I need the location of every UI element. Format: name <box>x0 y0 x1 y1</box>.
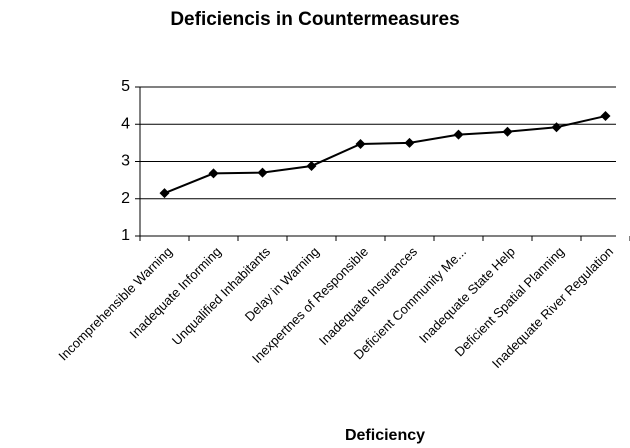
x-axis-label: Deficiency <box>345 427 425 444</box>
marker <box>600 111 611 122</box>
y-tick-label: 2 <box>121 190 130 207</box>
y-tick-label: 5 <box>121 78 130 95</box>
y-tick-label: 4 <box>121 115 130 132</box>
x-tick-label: Inadequate Informing <box>127 244 224 341</box>
marker <box>404 137 415 148</box>
chart-title: Deficiencis in Countermeasures <box>170 9 459 30</box>
x-tick-label: Inadequate Insurances <box>316 244 420 348</box>
marker <box>453 129 464 140</box>
marker <box>551 122 562 133</box>
marker <box>257 167 268 178</box>
marker <box>208 168 219 179</box>
marker <box>502 126 513 137</box>
line <box>164 115 606 195</box>
marker <box>306 160 317 171</box>
x-tick-label: Inadequate State Help <box>416 244 518 346</box>
y-tick-label: 3 <box>121 153 130 170</box>
marker <box>159 188 170 199</box>
y-tick-label: 1 <box>121 227 130 244</box>
x-tick-label: Unqualified Inhabitants <box>169 244 273 348</box>
marker <box>355 138 366 149</box>
